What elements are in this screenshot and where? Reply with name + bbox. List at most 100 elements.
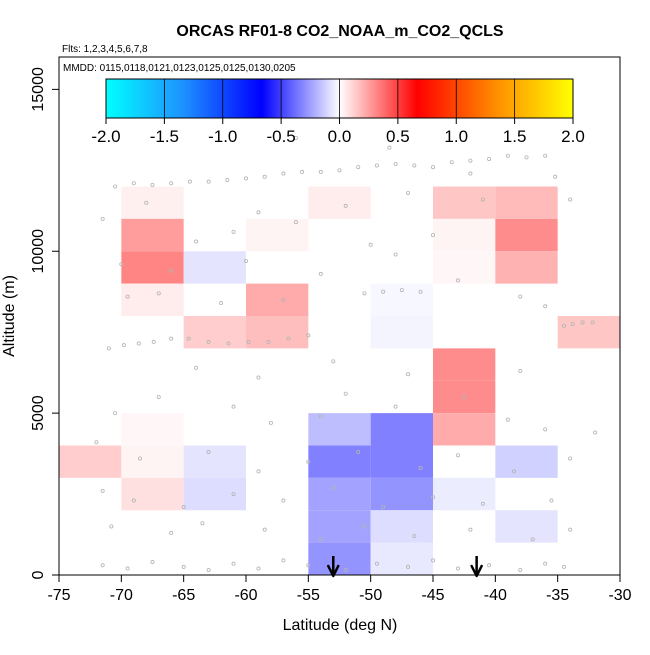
heatmap-cell bbox=[121, 477, 184, 511]
sample-point bbox=[418, 466, 423, 471]
sample-point bbox=[393, 404, 398, 409]
sample-point bbox=[194, 239, 199, 244]
sample-point bbox=[231, 229, 236, 234]
sample-point bbox=[580, 320, 585, 325]
x-tick-label: -65 bbox=[172, 587, 195, 604]
sample-point bbox=[186, 336, 191, 341]
heatmap-cell bbox=[370, 477, 433, 511]
sample-point bbox=[136, 341, 141, 346]
sample-point bbox=[399, 288, 404, 293]
sample-point bbox=[131, 181, 136, 186]
heatmap-cell bbox=[183, 316, 246, 349]
sample-point bbox=[543, 304, 548, 309]
sample-point bbox=[169, 336, 174, 341]
sample-point bbox=[590, 320, 595, 325]
sample-point bbox=[206, 339, 211, 344]
sample-point bbox=[318, 537, 323, 542]
sample-point bbox=[362, 291, 367, 296]
sample-point bbox=[387, 145, 392, 150]
heatmap-cell bbox=[121, 445, 184, 478]
sample-point bbox=[343, 568, 348, 573]
heatmap-cell bbox=[59, 445, 122, 478]
sample-point bbox=[268, 420, 273, 425]
sample-point bbox=[561, 564, 566, 569]
colorbar-tick-label: 0.5 bbox=[386, 127, 410, 146]
sample-point bbox=[568, 527, 573, 532]
x-tick-label: -50 bbox=[359, 587, 382, 604]
sample-point bbox=[150, 560, 155, 565]
sample-point bbox=[356, 165, 361, 170]
sample-point bbox=[113, 411, 118, 416]
sample-point bbox=[412, 534, 417, 539]
sample-point bbox=[362, 524, 367, 529]
heatmap-cell bbox=[308, 510, 371, 543]
x-tick-label: -35 bbox=[546, 587, 569, 604]
sample-point bbox=[181, 505, 186, 510]
sample-point bbox=[331, 359, 336, 364]
heatmap-cell bbox=[121, 251, 184, 284]
sample-point bbox=[300, 169, 305, 174]
heatmap-cell bbox=[308, 413, 371, 446]
heatmap-cell bbox=[121, 186, 184, 219]
sample-point bbox=[256, 566, 261, 571]
sample-point bbox=[94, 440, 99, 445]
heatmap-cell bbox=[370, 542, 433, 575]
heatmap-cell bbox=[121, 413, 184, 446]
sample-point bbox=[343, 391, 348, 396]
sample-point bbox=[368, 242, 373, 247]
sample-point bbox=[406, 372, 411, 377]
sample-point bbox=[231, 561, 236, 566]
sample-point bbox=[156, 291, 161, 296]
sample-point bbox=[455, 566, 460, 571]
sample-point bbox=[462, 394, 467, 399]
sample-point bbox=[449, 160, 454, 165]
heatmap-cell bbox=[370, 510, 433, 543]
heatmap-cell bbox=[308, 186, 371, 219]
sample-point bbox=[318, 271, 323, 276]
sample-point bbox=[286, 336, 291, 341]
dates-subtitle: MMDD: 0115,0118,0121,0123,0125,0125,0130… bbox=[63, 63, 296, 74]
sample-point bbox=[518, 294, 523, 299]
sample-point bbox=[543, 561, 548, 566]
sample-point bbox=[246, 339, 251, 344]
sample-point bbox=[487, 563, 492, 568]
sample-point bbox=[121, 343, 126, 348]
sample-point bbox=[293, 220, 298, 225]
sample-point bbox=[468, 527, 473, 532]
arrow-head bbox=[327, 564, 340, 578]
heatmap-cell bbox=[246, 283, 309, 316]
flights-subtitle: Flts: 1,2,3,4,5,6,7,8 bbox=[62, 44, 148, 55]
sample-point bbox=[156, 394, 161, 399]
x-tick-label: -60 bbox=[234, 587, 257, 604]
sample-point bbox=[455, 453, 460, 458]
sample-point bbox=[406, 564, 411, 569]
sample-point bbox=[505, 153, 510, 158]
heatmap-cell bbox=[495, 510, 558, 543]
sample-point bbox=[306, 333, 311, 338]
heatmap-cell bbox=[246, 316, 309, 349]
sample-point bbox=[543, 427, 548, 432]
x-tick-label: -55 bbox=[297, 587, 320, 604]
sample-point bbox=[293, 135, 298, 140]
heatmap-cell bbox=[183, 251, 246, 284]
sample-point bbox=[374, 561, 379, 566]
sample-point bbox=[109, 524, 114, 529]
sample-point bbox=[561, 323, 566, 328]
colorbar-tick-label: -2.0 bbox=[91, 127, 120, 146]
sample-point bbox=[106, 346, 111, 351]
heatmap-cell bbox=[433, 477, 496, 511]
sample-point bbox=[306, 563, 311, 568]
y-tick-label: 5000 bbox=[30, 395, 47, 431]
plot-frame bbox=[58, 56, 621, 576]
heatmap-cell bbox=[433, 348, 496, 381]
sample-point bbox=[206, 449, 211, 454]
x-tick-label: -30 bbox=[608, 587, 631, 604]
heatmap-cell bbox=[370, 316, 433, 349]
heatmap-cell bbox=[495, 445, 558, 478]
heatmap-cell bbox=[433, 186, 496, 219]
sample-point bbox=[100, 488, 105, 493]
sample-point bbox=[194, 365, 199, 370]
sample-point bbox=[256, 469, 261, 474]
